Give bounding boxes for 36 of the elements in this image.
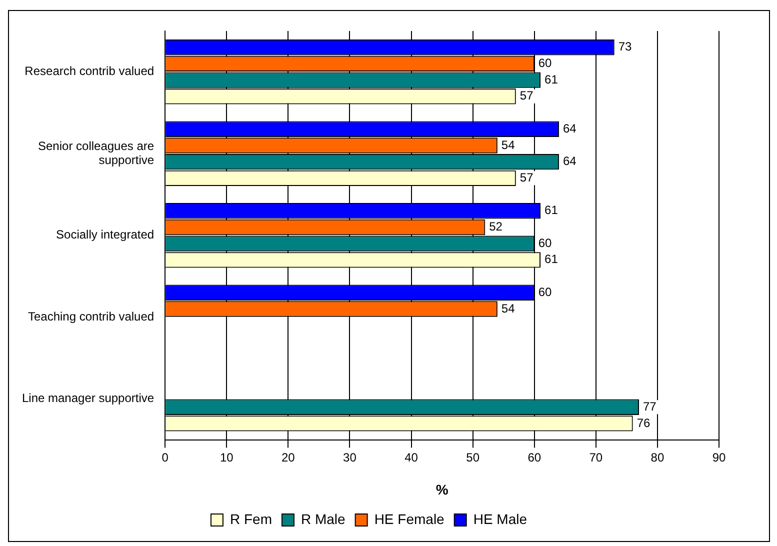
legend-label: HE Female (374, 510, 445, 527)
y-tick-label: Socially integrated (56, 228, 154, 242)
y-tick-label: Research contrib valued (24, 64, 154, 78)
y-tick-label: Teaching contrib valued (28, 309, 154, 324)
x-tick-label: 90 (712, 450, 726, 464)
y-tick-label: Line manager supportive (22, 391, 154, 406)
data-label: 60 (538, 236, 552, 250)
data-label: 57 (520, 170, 534, 184)
data-label: 61 (544, 203, 558, 218)
data-label: 73 (618, 40, 632, 54)
data-label: 64 (562, 154, 577, 168)
data-label: 76 (636, 416, 651, 430)
x-tick-label: 20 (281, 450, 296, 464)
data-label: 60 (538, 284, 552, 299)
data-label: 64 (562, 121, 577, 136)
data-label: 54 (501, 301, 516, 316)
x-tick-label: 70 (589, 450, 603, 464)
legend-label: R Fem (230, 510, 272, 527)
legend-label: R Male (300, 510, 346, 527)
data-label: 61 (544, 252, 558, 266)
x-tick-label: 50 (466, 450, 480, 464)
data-label: 61 (544, 72, 558, 86)
x-tick-label: 10 (220, 450, 234, 464)
x-tick-label: 40 (404, 450, 418, 464)
data-label: 57 (520, 88, 534, 103)
data-label: 77 (642, 399, 657, 414)
legend-label: HE Male (473, 510, 528, 527)
x-tick-label: 80 (650, 450, 664, 464)
x-tick-label: 30 (343, 450, 357, 464)
x-tick-label: 0 (162, 450, 169, 464)
x-tick-label: 60 (528, 450, 542, 464)
data-label: 54 (501, 138, 516, 152)
data-label: 52 (489, 220, 503, 234)
x-axis-title: % (436, 481, 449, 498)
data-label: 60 (538, 56, 552, 70)
y-tick-label: Senior colleagues are supportive (38, 138, 154, 168)
